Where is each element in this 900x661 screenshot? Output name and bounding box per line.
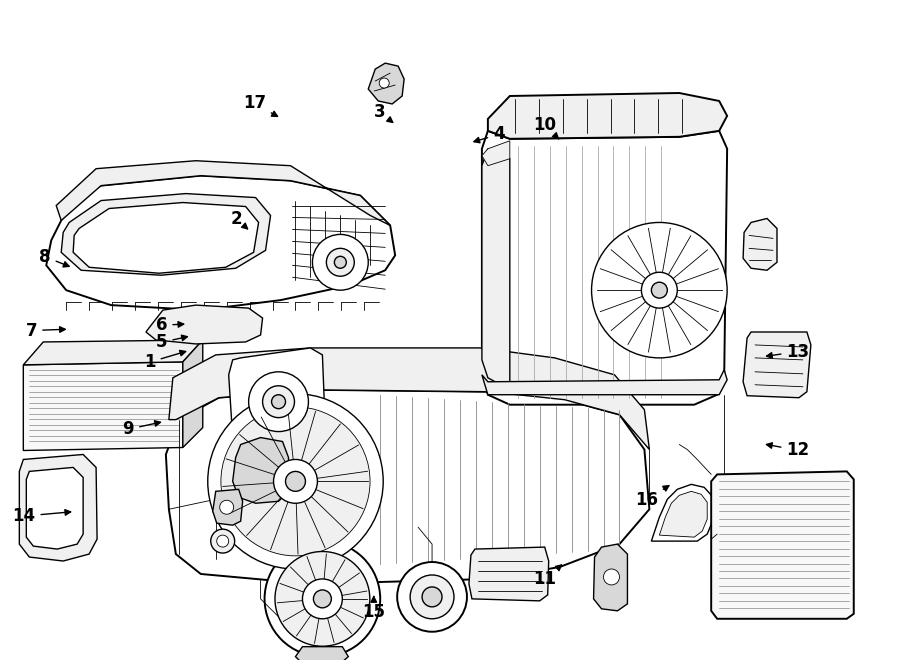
Polygon shape — [711, 471, 854, 619]
Circle shape — [422, 587, 442, 607]
Circle shape — [211, 529, 235, 553]
Text: 8: 8 — [40, 248, 69, 267]
Text: 4: 4 — [474, 126, 505, 143]
Circle shape — [327, 249, 355, 276]
Circle shape — [248, 372, 309, 432]
Text: 6: 6 — [156, 316, 184, 334]
Circle shape — [285, 471, 305, 491]
Polygon shape — [56, 161, 391, 225]
Polygon shape — [166, 390, 650, 584]
Polygon shape — [660, 491, 707, 537]
Circle shape — [335, 256, 346, 268]
Circle shape — [379, 78, 389, 88]
Circle shape — [397, 562, 467, 632]
Polygon shape — [212, 489, 243, 525]
Polygon shape — [19, 455, 97, 561]
Text: 10: 10 — [533, 116, 559, 139]
Polygon shape — [295, 646, 348, 661]
Polygon shape — [743, 332, 811, 398]
Polygon shape — [368, 63, 404, 104]
Polygon shape — [482, 370, 727, 395]
Polygon shape — [61, 194, 271, 275]
Circle shape — [312, 235, 368, 290]
Text: 7: 7 — [26, 321, 65, 340]
Text: 17: 17 — [243, 95, 277, 116]
Circle shape — [604, 569, 619, 585]
Text: 1: 1 — [144, 350, 185, 371]
Text: 2: 2 — [230, 210, 248, 229]
Circle shape — [642, 272, 678, 308]
Polygon shape — [169, 348, 650, 449]
Polygon shape — [482, 141, 509, 166]
Circle shape — [217, 535, 229, 547]
Polygon shape — [23, 340, 203, 365]
Text: 16: 16 — [635, 486, 669, 510]
Polygon shape — [469, 547, 549, 601]
Polygon shape — [73, 202, 258, 273]
Polygon shape — [233, 438, 289, 503]
Text: 11: 11 — [533, 565, 562, 588]
Text: 15: 15 — [362, 597, 385, 621]
Text: 5: 5 — [156, 333, 187, 352]
Polygon shape — [146, 305, 263, 344]
Circle shape — [265, 541, 380, 656]
Circle shape — [272, 395, 285, 408]
Circle shape — [275, 551, 370, 646]
Text: 12: 12 — [767, 442, 810, 459]
Polygon shape — [743, 219, 777, 270]
Polygon shape — [594, 544, 627, 611]
Circle shape — [313, 590, 331, 608]
Polygon shape — [482, 131, 727, 405]
Polygon shape — [652, 485, 715, 541]
Circle shape — [263, 386, 294, 418]
Polygon shape — [488, 93, 727, 139]
Circle shape — [410, 575, 454, 619]
Circle shape — [652, 282, 667, 298]
Circle shape — [220, 500, 234, 514]
Polygon shape — [183, 340, 202, 447]
Polygon shape — [26, 467, 83, 549]
Polygon shape — [229, 348, 326, 451]
Circle shape — [302, 579, 342, 619]
Circle shape — [208, 394, 383, 569]
Circle shape — [220, 407, 370, 556]
Circle shape — [591, 223, 727, 358]
Polygon shape — [482, 149, 509, 390]
Text: 9: 9 — [122, 420, 160, 438]
Text: 14: 14 — [13, 507, 71, 525]
Circle shape — [274, 459, 318, 503]
Text: 13: 13 — [767, 342, 810, 360]
Polygon shape — [23, 362, 183, 451]
Text: 3: 3 — [374, 103, 392, 122]
Polygon shape — [46, 176, 395, 310]
